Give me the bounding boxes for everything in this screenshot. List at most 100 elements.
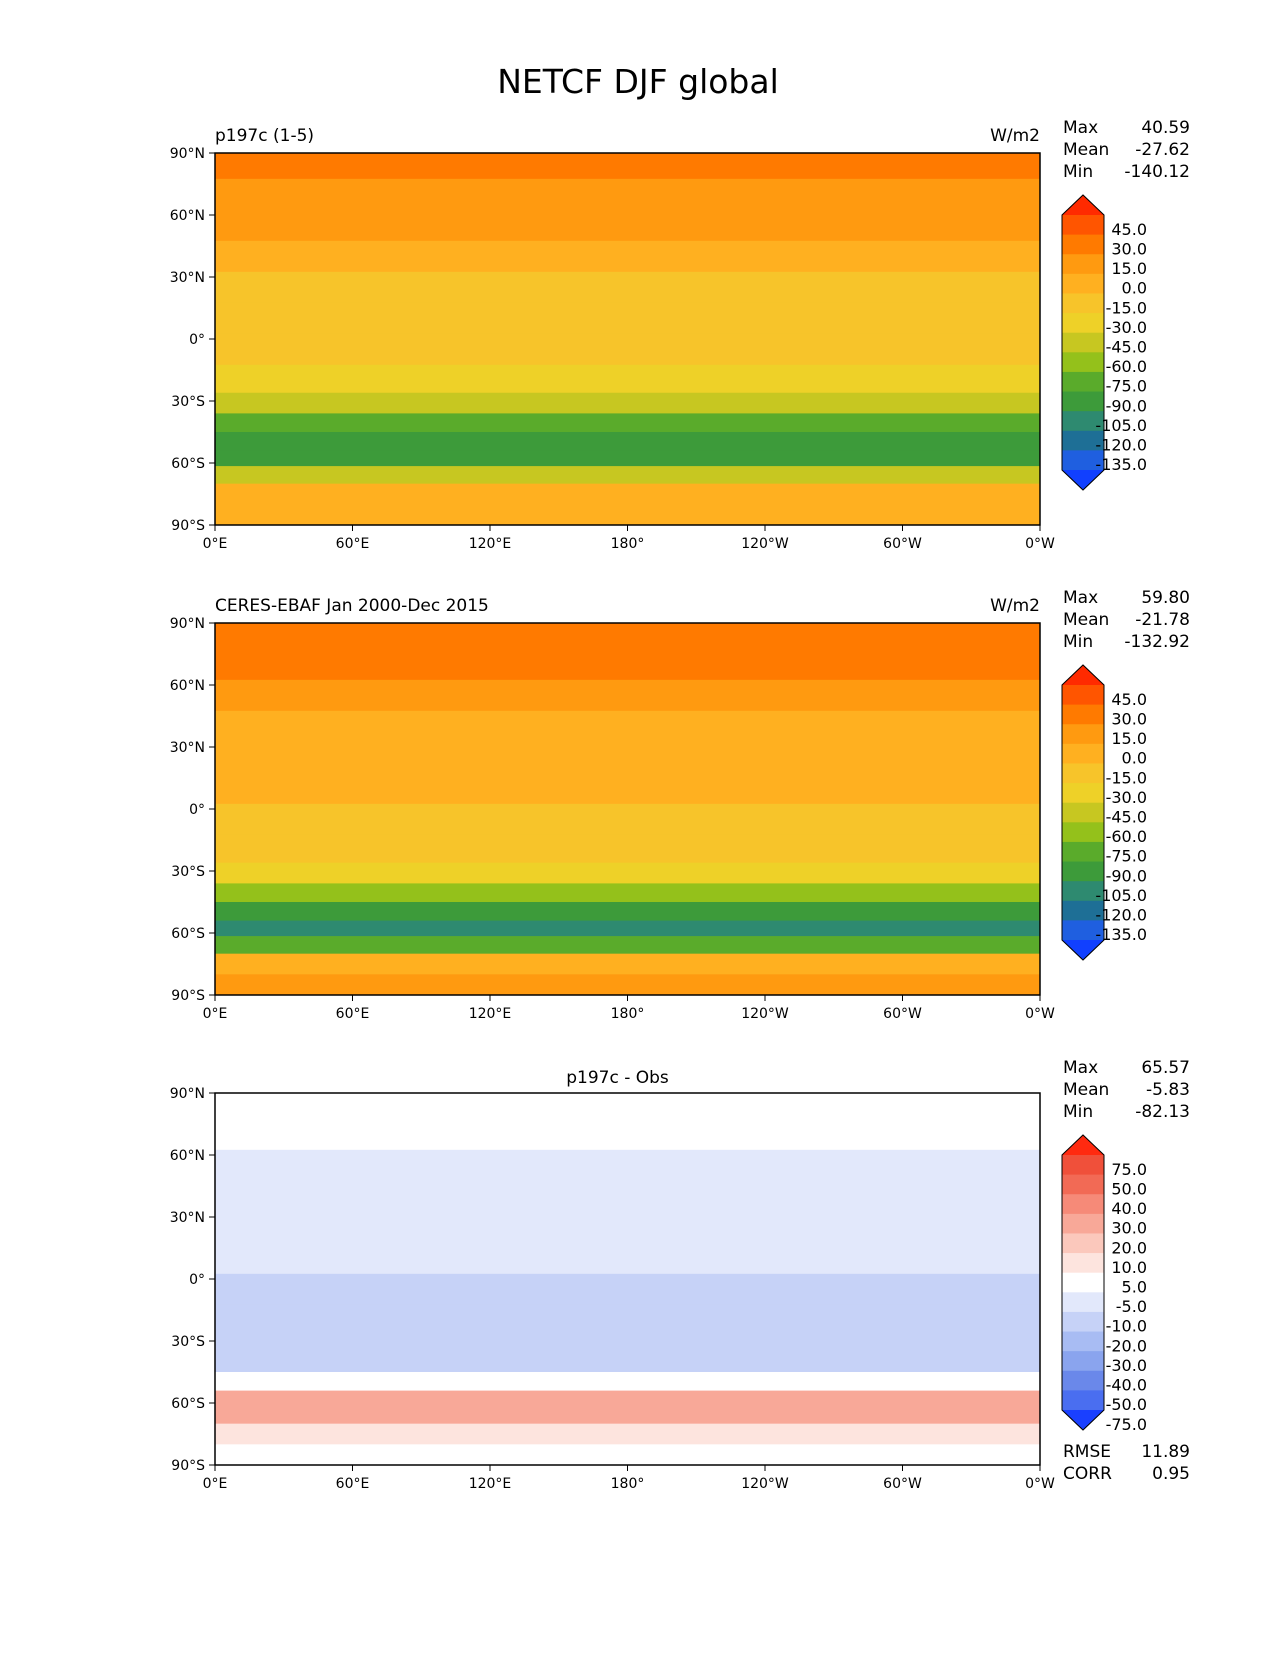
colorbar-segment	[1062, 900, 1104, 921]
zonal-band	[215, 902, 1040, 922]
zonal-band	[215, 1211, 1040, 1244]
colorbar-segment	[1062, 802, 1104, 823]
colorbar-segment	[1062, 391, 1104, 412]
colorbar-label: 45.0	[1111, 220, 1147, 239]
y-tick-label: 90°N	[170, 146, 205, 162]
colorbar-extend-max	[1062, 1135, 1104, 1155]
colorbar-label: -120.0	[1095, 906, 1147, 925]
colorbar-label: -40.0	[1106, 1376, 1147, 1395]
colorbar-label: 0.0	[1122, 279, 1147, 298]
colorbar-segment	[1062, 215, 1104, 236]
x-tick-label: 60°E	[336, 536, 370, 552]
zonal-band	[215, 302, 1040, 335]
x-tick-label: 120°W	[741, 1006, 789, 1022]
colorbar-segment	[1062, 881, 1104, 902]
y-tick-label: 0°	[189, 1272, 205, 1288]
colorbar-label: -30.0	[1106, 318, 1147, 337]
y-tick-label: 90°N	[170, 1086, 205, 1102]
y-tick-label: 30°S	[171, 1334, 205, 1350]
colorbar-label: 40.0	[1111, 1199, 1147, 1218]
colorbar-label: 30.0	[1111, 239, 1147, 258]
stat-value: -5.83	[1146, 1080, 1190, 1100]
zonal-band	[215, 432, 1040, 452]
colorbar-segment	[1062, 1155, 1104, 1176]
colorbar-segment	[1062, 1390, 1104, 1411]
zonal-band	[215, 1304, 1040, 1334]
y-tick-label: 90°N	[170, 616, 205, 632]
zonal-band	[215, 974, 1040, 996]
colorbar-label: -20.0	[1106, 1336, 1147, 1355]
map-panel-3: p197c - Obs Max 65.57 Mean -5.83 Min -82.13 90°…	[170, 1058, 1190, 1492]
colorbar: 45.030.015.00.0-15.0-30.0-45.0-60.0-75.0…	[1061, 664, 1147, 961]
stat-label: Max	[1063, 588, 1098, 608]
colorbar-segment	[1062, 1233, 1104, 1254]
colorbar-segment	[1062, 841, 1104, 863]
x-tick-label: 180°	[611, 536, 645, 552]
zonal-band	[215, 1423, 1040, 1445]
stat-value: 40.59	[1141, 118, 1190, 138]
x-tick-label: 60°E	[336, 1006, 370, 1022]
y-tick-label: 60°N	[170, 208, 205, 224]
zonal-band	[215, 679, 1040, 712]
colorbar-label: -15.0	[1106, 298, 1147, 317]
zonal-band	[215, 1444, 1040, 1466]
zonal-band	[215, 1406, 1040, 1425]
colorbar-extend-min	[1062, 940, 1104, 960]
zonal-band	[215, 1390, 1040, 1407]
y-tick-label: 30°S	[171, 394, 205, 410]
colorbar-segment	[1062, 724, 1104, 745]
colorbar-label: 10.0	[1111, 1258, 1147, 1277]
colorbar-label: -10.0	[1106, 1317, 1147, 1336]
colorbar-segment	[1062, 1351, 1104, 1372]
colorbar-segment	[1062, 411, 1104, 432]
colorbar-label: 30.0	[1111, 1219, 1147, 1238]
x-tick-label: 120°E	[469, 536, 512, 552]
y-tick-label: 60°S	[171, 926, 205, 942]
zonal-band	[215, 1332, 1040, 1354]
zonal-band	[215, 240, 1040, 273]
colorbar-extend-min	[1062, 470, 1104, 490]
zonal-band	[215, 1149, 1040, 1182]
colorbar-label: 75.0	[1111, 1160, 1147, 1179]
colorbar-label: 15.0	[1111, 259, 1147, 278]
colorbar-segment	[1062, 704, 1104, 725]
colorbar-label: 50.0	[1111, 1179, 1147, 1198]
colorbar-label: -90.0	[1106, 866, 1147, 885]
y-tick-label: 30°N	[170, 740, 205, 756]
colorbar-segment	[1062, 1272, 1104, 1293]
panel-units: W/m2	[990, 596, 1040, 616]
colorbar-label: -135.0	[1095, 925, 1147, 944]
y-tick-label: 60°S	[171, 1396, 205, 1412]
panel-center-title: p197c - Obs	[566, 1068, 669, 1088]
colorbar-segment	[1062, 352, 1104, 373]
x-tick-label: 180°	[611, 1476, 645, 1492]
x-tick-label: 60°W	[883, 536, 922, 552]
map-panel-2: CERES-EBAF Jan 2000-Dec 2015 W/m2 Max 59.80…	[170, 588, 1190, 1022]
colorbar-segment	[1062, 763, 1104, 784]
zonal-band	[215, 1118, 1040, 1151]
colorbar-label: -105.0	[1095, 886, 1147, 905]
colorbar-extend-min	[1062, 1410, 1104, 1430]
x-tick-label: 0°E	[203, 1476, 228, 1492]
colorbar-segment	[1062, 332, 1104, 353]
colorbar-label: -5.0	[1116, 1297, 1147, 1316]
stat-label: Max	[1063, 118, 1098, 138]
colorbar-label: -45.0	[1106, 808, 1147, 827]
stat-value: -82.13	[1135, 1102, 1190, 1122]
zonal-band	[215, 466, 1040, 485]
colorbar-outline	[1061, 194, 1105, 491]
colorbar-label: -120.0	[1095, 436, 1147, 455]
colorbar-label: -45.0	[1106, 338, 1147, 357]
zonal-band	[215, 920, 1040, 937]
colorbar-segment	[1062, 371, 1104, 393]
y-tick-label: 30°S	[171, 864, 205, 880]
zonal-band	[215, 1180, 1040, 1213]
panel-left-title: p197c (1-5)	[215, 126, 314, 146]
stat-value: -21.78	[1135, 610, 1190, 630]
colorbar-label: -135.0	[1095, 455, 1147, 474]
colorbar-label: -30.0	[1106, 1356, 1147, 1375]
corr-label: CORR	[1063, 1464, 1112, 1484]
colorbar-segment	[1062, 685, 1104, 706]
x-tick-label: 0°W	[1025, 1006, 1055, 1022]
